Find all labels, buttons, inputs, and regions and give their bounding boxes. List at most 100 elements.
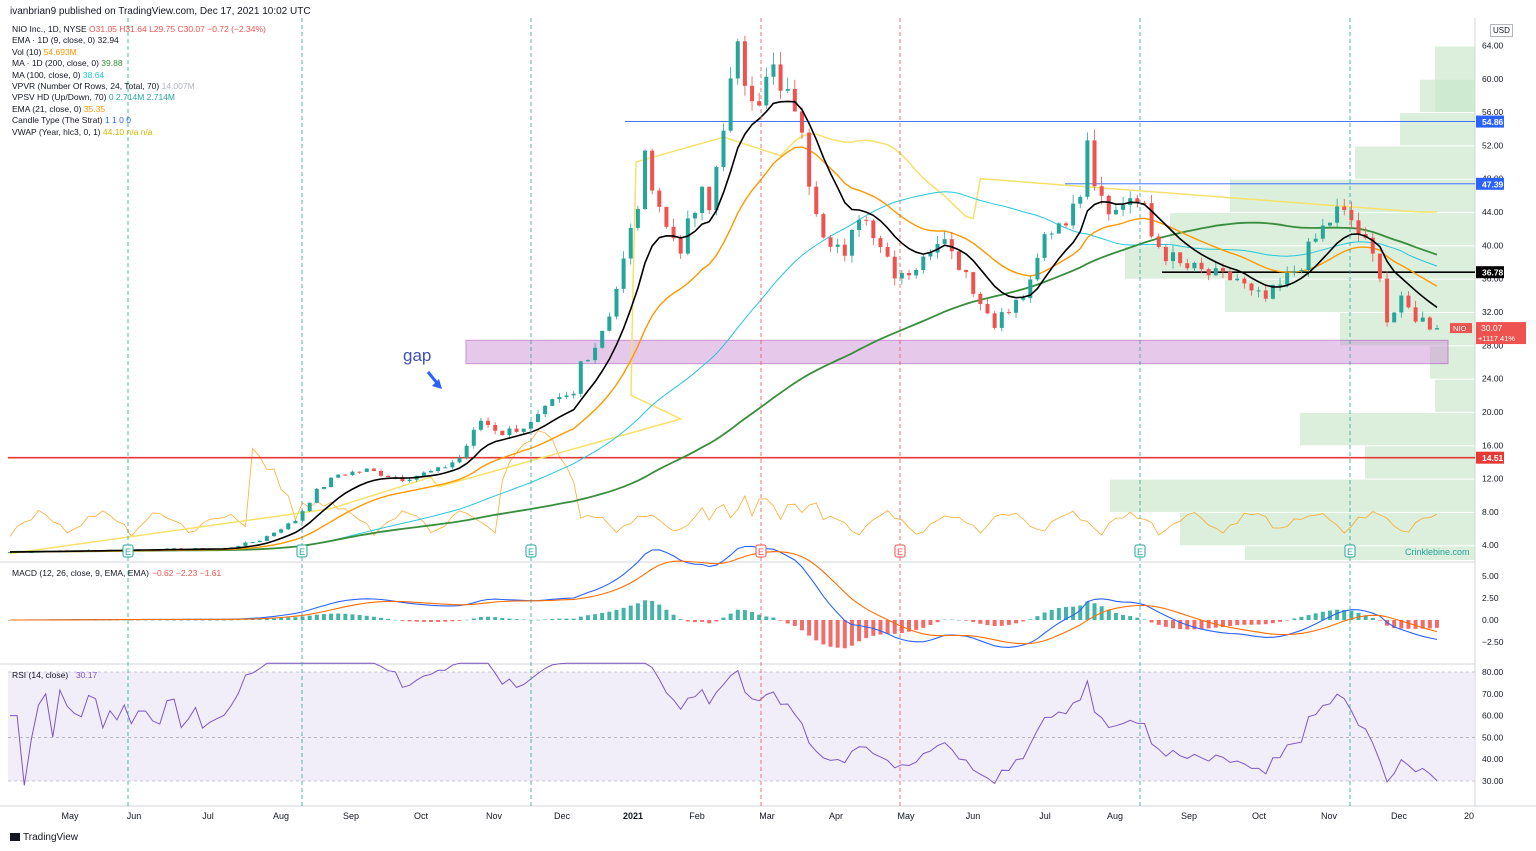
macd-histogram-bar	[507, 618, 512, 620]
macd-histogram-bar	[678, 619, 683, 620]
candle-body	[307, 502, 312, 512]
level-tag-label: 47.39	[1482, 179, 1504, 189]
candle-body	[828, 237, 833, 247]
candle-body	[635, 208, 640, 228]
legend-row[interactable]: EMA · 1D (9, close, 0) 32.94	[12, 35, 266, 46]
macd-histogram-bar	[436, 620, 441, 622]
earnings-marker[interactable]: E	[755, 544, 767, 558]
price-tick: 32.00	[1482, 307, 1504, 317]
earnings-marker[interactable]: E	[122, 544, 134, 558]
signal-line	[10, 551, 1438, 645]
candle-body	[1249, 283, 1254, 291]
macd-histogram-bar	[971, 620, 976, 623]
earnings-marker[interactable]: E	[296, 544, 308, 558]
macd-histogram-bar	[300, 616, 305, 620]
rsi-tick: 80.00	[1482, 667, 1504, 677]
macd-histogram-bar	[279, 617, 284, 620]
volume-profile-bar	[1125, 246, 1475, 279]
legend-row[interactable]: Candle Type (The Strat) 1 1 0 0	[12, 115, 266, 126]
legend-value: 14.007M	[161, 81, 195, 92]
price-pane[interactable]	[8, 35, 1475, 562]
earnings-marker-box	[122, 544, 134, 558]
rsi-line	[10, 662, 1438, 786]
macd-histogram-bar	[179, 619, 184, 621]
candle-body	[1171, 252, 1176, 262]
candle-body	[1427, 317, 1432, 330]
legend-row[interactable]: MA (100, close, 0) 38.64	[12, 70, 266, 81]
earnings-marker[interactable]: E	[894, 544, 906, 558]
time-tick: Dec	[554, 811, 571, 821]
macd-tick: −2.50	[1482, 637, 1504, 647]
macd-histogram-bar	[1363, 615, 1368, 620]
candle-body	[1392, 312, 1397, 323]
time-tick: Jun	[966, 811, 981, 821]
macd-histogram-bar	[621, 607, 626, 620]
macd-histogram-bar	[1156, 620, 1161, 625]
macd-histogram-bar	[164, 619, 169, 621]
macd-pane[interactable]: MACD (12, 26, close, 9, EMA, EMA) −0.62 −…	[8, 545, 1504, 649]
earnings-marker[interactable]: E	[1134, 544, 1146, 558]
macd-tick: 5.00	[1482, 571, 1499, 581]
time-tick: Nov	[1321, 811, 1338, 821]
candle-body	[928, 252, 933, 257]
macd-histogram-bar	[1256, 620, 1261, 625]
legend-row[interactable]: EMA (21, close, 0) 35.35	[12, 104, 266, 115]
legend-value: 35.35	[83, 103, 106, 114]
candle-body	[1135, 198, 1140, 203]
rsi-pane[interactable]: RSI (14, close) 30.17 80.00 70.00 60.00 50.00…	[8, 662, 1504, 786]
macd-histogram-bar	[1235, 620, 1240, 626]
legend-row[interactable]: VPVR (Number Of Rows, 24, Total, 70) 14.…	[12, 81, 266, 92]
candle-body	[742, 41, 747, 86]
legend-label: Vol (10)	[12, 46, 42, 57]
candle-body	[421, 472, 426, 476]
macd-histogram-bar	[750, 611, 755, 620]
candle-body	[1299, 270, 1304, 272]
macd-histogram-bar	[1370, 617, 1375, 620]
macd-histogram-bar	[1249, 620, 1254, 625]
macd-histogram-bar	[400, 620, 405, 621]
candle-body	[899, 273, 904, 279]
candle-body	[1242, 278, 1247, 284]
macd-histogram-bar	[685, 620, 690, 622]
candle-body	[671, 226, 676, 239]
candle-body	[914, 270, 919, 276]
legend-row[interactable]: VWAP (Year, hlc3, 0, 1) 44.10 n/a n/a	[12, 127, 266, 138]
legend-row[interactable]: MA · 1D (200, close, 0) 39.88	[12, 58, 266, 69]
macd-histogram-bar	[671, 614, 676, 620]
macd-histogram-bar	[343, 613, 348, 620]
candle-body	[835, 244, 840, 247]
tradingview-footer: TradingView	[10, 832, 78, 843]
macd-histogram-bar	[293, 617, 298, 620]
legend-row[interactable]: VPSV HD (Up/Down, 70) 0 2.714M 2.714M	[12, 92, 266, 103]
level-tag-box	[1476, 115, 1504, 128]
macd-histogram-bar	[1392, 620, 1397, 628]
candle-body	[1106, 195, 1111, 215]
macd-histogram-bar	[857, 620, 862, 642]
candle-body	[493, 425, 498, 431]
candle-body	[814, 186, 819, 215]
ohlc-close: C30.07	[177, 24, 205, 34]
candle-body	[400, 477, 405, 482]
macd-histogram-bar	[742, 610, 747, 620]
legend-label: Candle Type (The Strat)	[12, 115, 103, 126]
earnings-marker[interactable]: E	[1344, 544, 1356, 558]
legend-row[interactable]: Vol (10) 54.693M	[12, 47, 266, 58]
legend-value: 44.10 n/a n/a	[102, 126, 153, 137]
currency-button[interactable]: USD	[1490, 24, 1513, 37]
macd-histogram-bar	[956, 619, 961, 621]
macd-values: −0.62 −2.23 −1.61	[152, 568, 222, 578]
macd-histogram-bar	[535, 619, 540, 621]
candle-body	[714, 166, 719, 211]
macd-histogram-bar	[514, 619, 519, 620]
macd-histogram-bar	[329, 613, 334, 620]
legend-value: 32.94	[97, 35, 119, 46]
earnings-marker[interactable]: E	[525, 544, 537, 558]
macd-histogram-bar	[1299, 616, 1304, 620]
candle-body	[286, 523, 291, 530]
candle-body	[764, 76, 769, 106]
macd-histogram-bar	[207, 619, 212, 621]
macd-histogram-bar	[200, 619, 205, 621]
macd-histogram-bar	[799, 620, 804, 631]
macd-histogram-bar	[1021, 620, 1026, 622]
